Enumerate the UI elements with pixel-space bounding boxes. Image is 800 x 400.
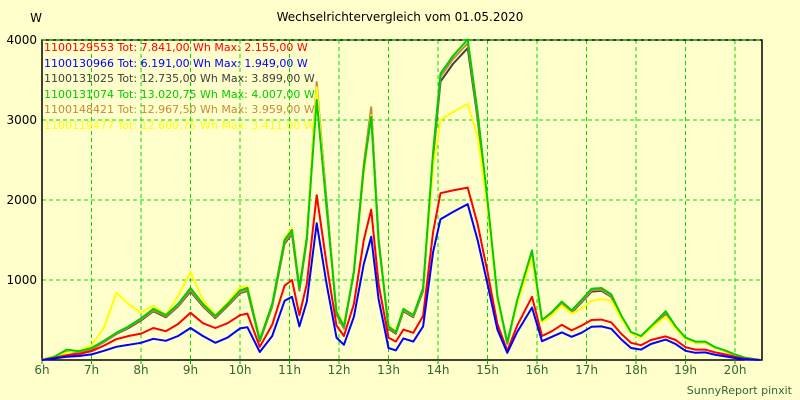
x-axis-label-16h: 16h [525, 363, 549, 377]
legend-entry-6: 1100119477 Tot: 12.660,75 Wh Max: 3.411,… [44, 118, 315, 132]
legend-entry-5: 1100148421 Tot: 12.967,50 Wh Max: 3.959,… [44, 103, 315, 116]
x-axis-label-14h: 14h [426, 363, 450, 377]
series-line-1100131074 [41, 38, 760, 361]
y-axis-label-2000: 2000 [6, 193, 37, 207]
x-axis-label-9h: 9h [182, 363, 199, 377]
watermark-text: SunnyReport pinxit [686, 384, 792, 397]
series-line-1100129553 [41, 186, 760, 361]
x-axis-label-20h: 20h [723, 363, 747, 377]
legend-entry-1: 1100129553 Tot: 7.841,00 Wh Max: 2.155,0… [44, 41, 308, 54]
y-axis-label-3000: 3000 [6, 113, 37, 127]
y-axis-unit-label: W [30, 11, 42, 25]
legend-entry-4: 1100131074 Tot: 13.020,75 Wh Max: 4.007,… [44, 87, 315, 101]
x-axis-label-10h: 10h [228, 363, 252, 377]
x-axis-label-6h: 6h [34, 363, 50, 377]
x-axis-label-17h: 17h [575, 363, 598, 377]
x-axis-label-7h: 7h [83, 363, 100, 377]
y-axis-label-1000: 1000 [6, 273, 37, 287]
chart-title: Wechselrichtervergleich vom 01.05.2020 [276, 10, 524, 24]
x-axis-label-15h: 15h [476, 363, 499, 377]
legend-entry-3: 1100131025 Tot: 12.735,00 Wh Max: 3.899,… [44, 72, 315, 85]
x-axis-label-12h: 12h [327, 363, 351, 377]
series-line-1100130966 [41, 203, 760, 361]
x-axis-label-8h: 8h [133, 363, 149, 377]
y-axis-label-4000: 4000 [6, 33, 37, 47]
x-axis-label-11h: 11h [278, 363, 301, 377]
x-axis-label-13h: 13h [377, 363, 400, 377]
x-axis-label-18h: 18h [624, 363, 648, 377]
x-axis-label-19h: 19h [674, 363, 697, 377]
legend-entry-2: 1100130966 Tot: 6.191,00 Wh Max: 1.949,0… [44, 56, 308, 70]
